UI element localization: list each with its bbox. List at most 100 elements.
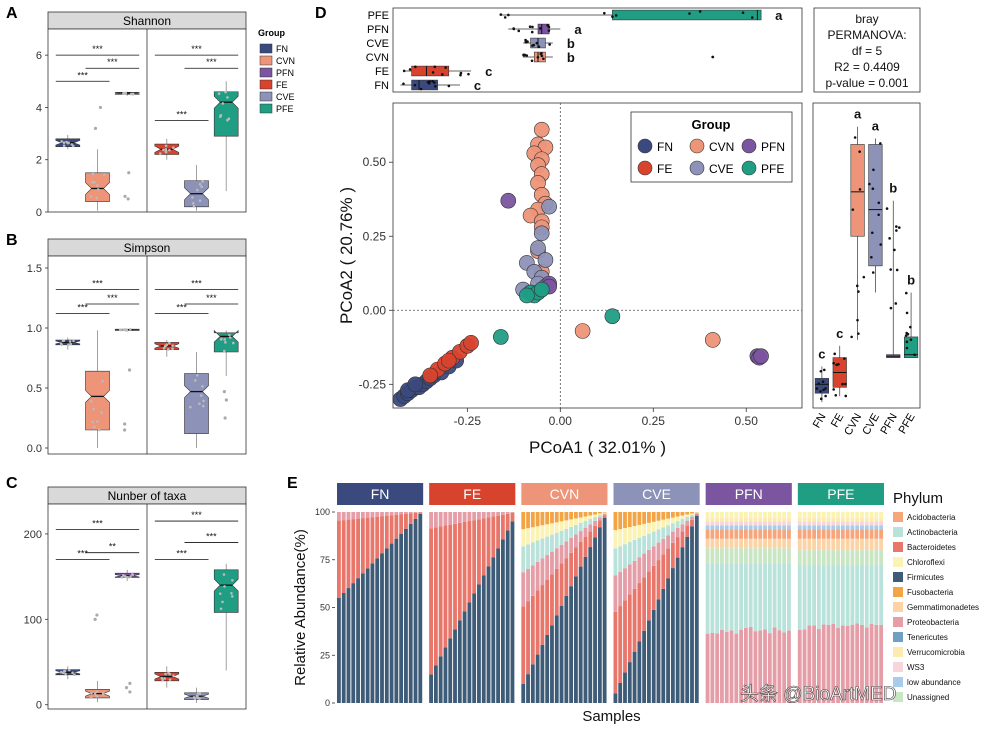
y-tick-label: 200 [24, 529, 42, 541]
bar-segment [758, 538, 763, 549]
bar-segment [860, 624, 864, 703]
bar-segment [613, 512, 618, 531]
right-box-point [868, 182, 871, 186]
right-box-point [850, 335, 853, 339]
bar-segment [864, 525, 869, 530]
bar-segment [860, 529, 864, 539]
sample-point [165, 343, 169, 347]
facet-header-cve [613, 483, 700, 505]
right-box-point [897, 226, 901, 229]
bar-segment [521, 572, 526, 607]
sample-point [91, 172, 95, 176]
right-box-point [909, 338, 913, 342]
permanova-line: p-value = 0.001 [825, 76, 908, 90]
bar-segment [578, 531, 583, 543]
panel-label-c: C [6, 475, 18, 492]
outlier-point [93, 617, 97, 621]
bar-segment [545, 579, 550, 636]
right-box-point [909, 325, 912, 329]
phylum-legend-swatch [893, 617, 903, 627]
bar-segment [816, 538, 821, 551]
sample-point [201, 385, 204, 388]
bar-segment [710, 525, 715, 530]
bar-segment [637, 557, 642, 584]
bar-segment [429, 528, 433, 675]
bar-segment [496, 512, 501, 516]
bar-segment [787, 525, 791, 530]
y-tick-label: 0.00 [363, 303, 387, 317]
bar-segment [864, 627, 869, 703]
permanova-line: PERMANOVA: [827, 28, 906, 42]
phylum-legend-swatch [893, 527, 903, 537]
panel-d-pcoa: -0.25 0.00 0.25 0.50 -0.25 0.00 0.25 0.50 PCoA1 … [337, 7, 921, 457]
bar-segment [380, 512, 384, 517]
right-box-point [819, 369, 823, 373]
sample-point [164, 672, 167, 676]
y-tick-label: 0 [36, 207, 42, 219]
right-box-point [888, 237, 891, 240]
bar-segment [826, 538, 831, 551]
x-tick-label: 0.00 [549, 414, 573, 428]
bar-segment [632, 525, 637, 540]
facet-header-label: FN [371, 486, 390, 502]
bar-segment [467, 521, 472, 603]
bar-segment [743, 529, 748, 539]
bar-segment [564, 541, 569, 559]
bar-segment [874, 525, 879, 530]
bar-segment [860, 512, 864, 518]
scatter-legend-swatch [689, 160, 705, 176]
bar-segment [879, 565, 884, 626]
bar-segment [777, 525, 782, 530]
bar-segment [559, 605, 564, 703]
box-cvn [85, 370, 110, 431]
right-box-point [855, 284, 859, 288]
bar-segment [384, 548, 389, 703]
bar-segment [821, 512, 826, 518]
sample-point [195, 373, 199, 377]
bar-segment [690, 514, 694, 517]
phylum-legend-label: Gemmatimonadetes [907, 603, 979, 612]
top-box-point [542, 57, 545, 61]
bar-segment [690, 526, 694, 703]
bar-segment [787, 517, 791, 522]
bar-segment [816, 512, 821, 518]
bar-segment [438, 526, 443, 657]
bar-segment [743, 525, 748, 530]
bar-segment [826, 517, 831, 522]
bar-segment [720, 521, 724, 526]
bar-segment [739, 548, 744, 564]
bar-segment [739, 538, 744, 549]
bar-segment [812, 512, 817, 518]
bar-segment [642, 535, 647, 554]
y-tick-label: 0.25 [363, 229, 387, 243]
bar-segment [593, 537, 597, 703]
bar-segment [618, 546, 623, 572]
significance-label: *** [77, 70, 88, 80]
bar-segment [850, 517, 855, 522]
outlier-point [127, 171, 131, 175]
bar-segment [812, 625, 817, 703]
right-box-letter: b [907, 273, 915, 288]
top-box-point [523, 53, 527, 57]
sample-point [71, 671, 74, 675]
bar-segment [748, 525, 753, 530]
bar-segment [554, 568, 559, 616]
phylum-legend-swatch [893, 662, 903, 672]
bar-segment [777, 563, 782, 631]
bar-segment [797, 550, 802, 566]
bar-segment [457, 620, 462, 703]
bar-segment [656, 560, 661, 600]
top-box-point [414, 65, 417, 69]
phylum-legend-swatch [893, 632, 903, 642]
bar-segment [812, 517, 817, 522]
outlier-point [128, 690, 132, 694]
bar-segment [807, 521, 812, 526]
bar-segment [816, 550, 821, 566]
legend-title: Group [258, 28, 285, 38]
top-box-point [428, 80, 431, 83]
bar-segment [724, 512, 729, 518]
bar-segment [360, 512, 365, 519]
sample-point [119, 328, 123, 332]
top-box-point [532, 43, 536, 47]
bar-segment [850, 538, 855, 551]
